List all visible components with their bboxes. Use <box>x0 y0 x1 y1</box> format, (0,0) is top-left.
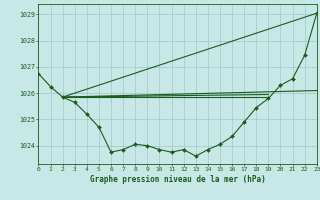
X-axis label: Graphe pression niveau de la mer (hPa): Graphe pression niveau de la mer (hPa) <box>90 175 266 184</box>
